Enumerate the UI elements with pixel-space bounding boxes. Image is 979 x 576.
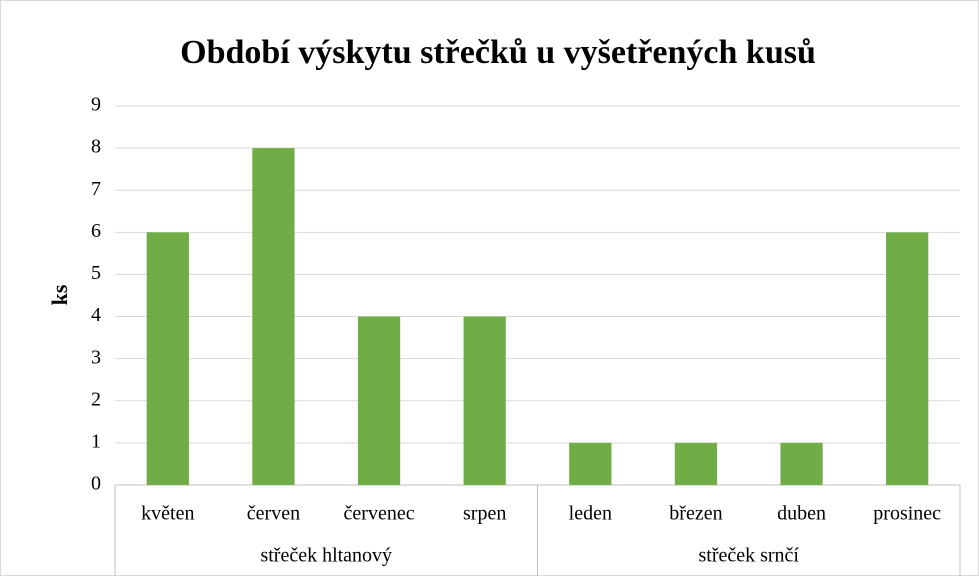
bar: [252, 148, 295, 485]
x-tick-label: březen: [669, 503, 722, 525]
x-tick-label: červen: [247, 503, 300, 525]
group-label: střeček srnčí: [698, 545, 799, 567]
bar: [780, 442, 823, 485]
bar: [674, 442, 718, 485]
chart-title: Období výskytu střečků u vyšetřených kus…: [180, 34, 816, 71]
bar: [463, 316, 506, 485]
group-label: střeček hltanový: [260, 545, 392, 567]
y-tick-label: 6: [91, 220, 101, 242]
y-tick-label: 1: [91, 430, 101, 452]
x-tick-label: červenec: [344, 503, 415, 525]
y-tick-label: 5: [91, 262, 101, 284]
y-tick-label: 3: [91, 346, 101, 368]
bar: [569, 442, 612, 485]
bar: [886, 232, 929, 485]
x-tick-label: prosinec: [873, 503, 941, 525]
y-tick-label: 9: [91, 94, 101, 116]
bar: [357, 316, 401, 485]
bar: [146, 232, 189, 485]
y-tick-label: 7: [91, 178, 101, 200]
x-tick-label: srpen: [463, 503, 506, 525]
y-tick-label: 8: [91, 136, 101, 158]
x-tick-label: duben: [777, 503, 826, 525]
y-tick-label: 0: [91, 473, 101, 495]
y-axis-label: ks: [47, 284, 72, 305]
y-tick-label: 4: [91, 304, 101, 326]
y-tick-label: 2: [91, 388, 101, 410]
x-tick-label: květen: [141, 503, 194, 525]
x-tick-label: leden: [569, 503, 612, 525]
